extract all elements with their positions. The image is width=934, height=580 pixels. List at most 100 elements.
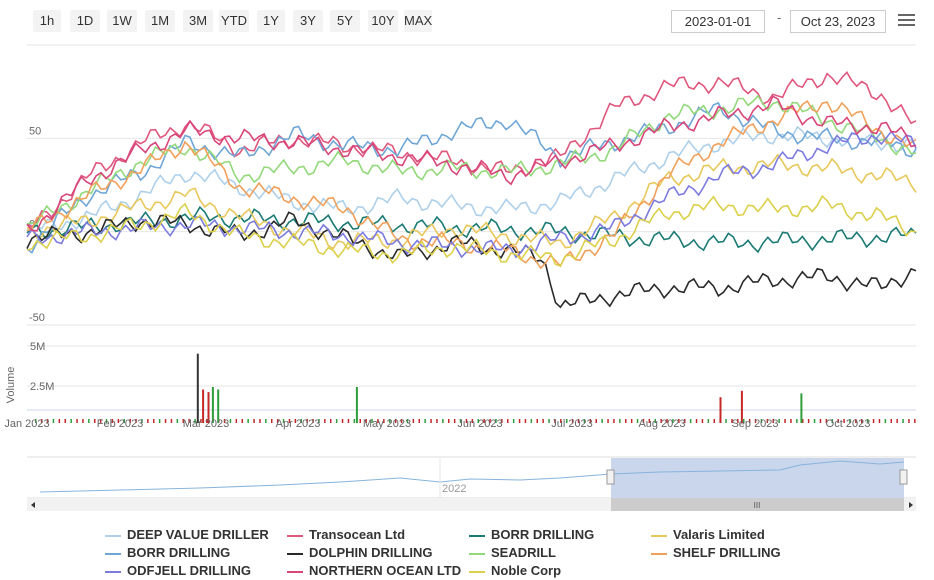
volume-bar (94, 419, 96, 423)
range-button-max[interactable]: MAX (404, 10, 432, 32)
range-button-1m[interactable]: 1M (145, 10, 175, 32)
range-button-3m[interactable]: 3M (183, 10, 213, 32)
legend-item[interactable]: NORTHERN OCEAN LTD (287, 563, 461, 578)
legend-item[interactable]: ODFJELL DRILLING (105, 563, 251, 578)
legend-item[interactable]: BORR DRILLING (105, 545, 230, 560)
volume-bar (595, 419, 597, 423)
volume-bar (566, 419, 568, 423)
scroll-left-arrow-icon[interactable] (31, 502, 35, 508)
legend-swatch (469, 534, 485, 537)
range-button-10y[interactable]: 10Y (368, 10, 398, 32)
x-tick-label: Mar 2023 (183, 418, 229, 430)
y-tick-label: -50 (29, 312, 45, 324)
legend-swatch (105, 534, 121, 537)
legend-label: BORR DRILLING (491, 527, 595, 542)
volume-bar (766, 419, 769, 423)
x-tick-label: Aug 2023 (638, 418, 685, 430)
volume-bar (353, 419, 356, 423)
volume-bar (571, 419, 574, 423)
volume-bar (831, 419, 833, 423)
navigator[interactable]: 2022 (27, 456, 916, 499)
scroll-right-arrow-icon[interactable] (909, 502, 913, 508)
volume-bar (206, 419, 208, 423)
volume-bar (111, 419, 114, 423)
volume-bar (672, 419, 674, 423)
legend-item[interactable]: Transocean Ltd (287, 527, 405, 542)
date-to-input[interactable]: Oct 23, 2023 (790, 10, 886, 33)
hamburger-menu-icon[interactable] (898, 14, 915, 28)
volume-bar (182, 419, 184, 423)
legend-item[interactable]: Valaris Limited (651, 527, 765, 542)
volume-bar (896, 419, 898, 423)
volume-bar (725, 419, 727, 423)
volume-bar (465, 419, 468, 423)
volume-bar (35, 419, 37, 423)
volume-bar (914, 419, 916, 423)
date-separator: - (777, 10, 782, 25)
range-button-1y[interactable]: 1Y (257, 10, 285, 32)
x-tick-label: Oct 2023 (826, 418, 871, 430)
volume-bar (406, 419, 409, 423)
volume-bar (908, 419, 910, 423)
volume-bar (601, 419, 603, 423)
range-button-1d[interactable]: 1D (70, 10, 100, 32)
volume-bar (530, 419, 533, 423)
volume-tick-label: 2.5M (30, 381, 54, 393)
scrollbar-thumb[interactable] (611, 498, 904, 511)
date-from-input[interactable]: 2023-01-01 (671, 10, 765, 33)
legend-swatch (651, 534, 667, 537)
volume-bar (170, 419, 173, 423)
volume-bar (636, 419, 639, 423)
volume-spike (719, 397, 722, 423)
volume-bar (548, 419, 550, 423)
volume-bar (282, 419, 285, 423)
volume-bar (796, 419, 798, 423)
legend-item[interactable]: Noble Corp (469, 563, 561, 578)
legend-label: BORR DRILLING (127, 545, 231, 560)
range-button-1h[interactable]: 1h (33, 10, 61, 32)
volume-bar (318, 419, 320, 423)
legend-label: SEADRILL (491, 545, 556, 560)
volume-axis-ticks: 5M 2.5M (27, 341, 916, 411)
volume-bar (489, 419, 491, 423)
range-button-5y[interactable]: 5Y (330, 10, 360, 32)
navigator-left-handle[interactable] (606, 469, 615, 485)
volume-bar (276, 419, 279, 423)
volume-bars (35, 353, 916, 423)
volume-bar (743, 419, 745, 423)
legend-item[interactable]: SEADRILL (469, 545, 556, 560)
navigator-selection[interactable] (611, 458, 904, 498)
range-button-3y[interactable]: 3Y (293, 10, 323, 32)
x-tick-label: Jan 2023 (4, 418, 49, 430)
volume-bar (625, 419, 627, 423)
volume-spike (207, 392, 210, 423)
volume-bar (453, 419, 456, 423)
volume-bar (890, 419, 892, 423)
legend-item[interactable]: SHELF DRILLING (651, 545, 781, 560)
scrollbar[interactable]: III (27, 498, 916, 511)
volume-bar (383, 419, 385, 423)
legend-item[interactable]: BORR DRILLING (469, 527, 594, 542)
x-tick-label: Jul 2023 (551, 418, 593, 430)
legend-item[interactable]: DOLPHIN DRILLING (287, 545, 433, 560)
navigator-right-handle[interactable] (899, 469, 908, 485)
volume-bar (288, 419, 291, 423)
volume-bar (666, 419, 668, 423)
scrollbar-grip: III (754, 501, 761, 510)
volume-bar (418, 419, 420, 423)
volume-bar (878, 419, 881, 423)
volume-bar (512, 419, 515, 423)
legend-item[interactable]: DEEP VALUE DRILLER (105, 527, 269, 542)
volume-bar (802, 419, 804, 423)
legend-label: DOLPHIN DRILLING (309, 545, 433, 560)
volume-bar (359, 419, 361, 423)
volume-bar (784, 419, 786, 423)
volume-bar (253, 419, 255, 423)
volume-bar (365, 419, 367, 423)
range-button-1w[interactable]: 1W (107, 10, 137, 32)
volume-bar (229, 419, 232, 423)
range-button-ytd[interactable]: YTD (219, 10, 249, 32)
volume-bar (412, 419, 415, 423)
volume-bar (701, 419, 704, 423)
legend-label: NORTHERN OCEAN LTD (309, 563, 462, 578)
